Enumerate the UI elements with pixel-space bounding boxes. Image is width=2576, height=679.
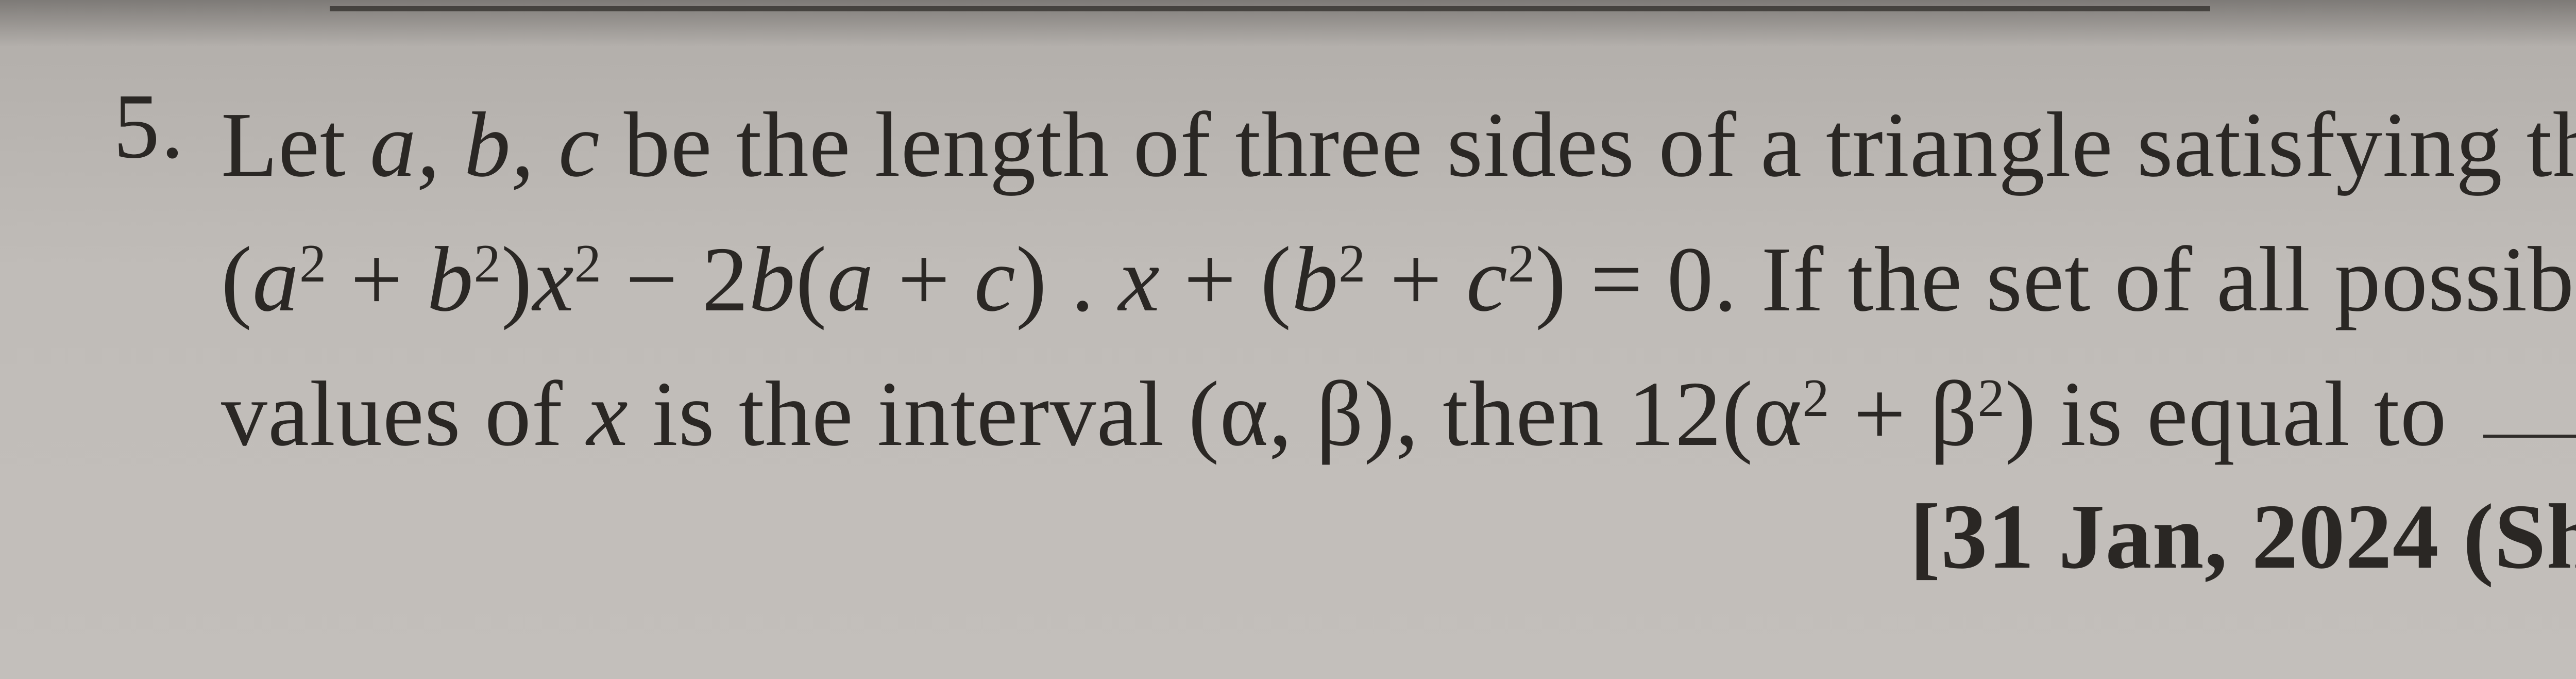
superscript: 2 — [1802, 368, 1829, 428]
question-line-1: Let a, b, c be the length of three sides… — [221, 77, 2576, 212]
var-a: a — [252, 228, 299, 330]
text: ( — [795, 228, 827, 330]
text: ) = 0. If the set of all possible — [1535, 228, 2576, 330]
question-body: Let a, b, c be the length of three sides… — [221, 77, 2576, 590]
scanned-page: 5. Let a, b, c be the length of three si… — [0, 0, 2576, 679]
text: ) is equal to — [2005, 362, 2471, 465]
superscript: 2 — [1978, 368, 2005, 428]
var-x: x — [1118, 228, 1160, 330]
text: Let — [221, 93, 370, 196]
text: − 2 — [602, 228, 749, 330]
text: values of — [221, 362, 587, 465]
text: ) . — [1016, 228, 1118, 330]
text: + — [327, 228, 427, 330]
superscript: 2 — [299, 234, 327, 293]
text: + ( — [1160, 228, 1292, 330]
text: + — [1366, 228, 1466, 330]
var-x: x — [533, 228, 574, 330]
text: + — [874, 228, 974, 330]
text: is the interval (α, β), then 12(α — [629, 362, 1803, 465]
superscript: 2 — [574, 234, 602, 293]
var-a: a — [827, 228, 874, 330]
text: be the length of three sides of a triang… — [600, 93, 2576, 196]
var-x: x — [587, 362, 629, 465]
question-line-2: (a2 + b2)x2 − 2b(a + c) . x + (b2 + c2) … — [221, 212, 2576, 346]
text: ) — [501, 228, 533, 330]
text: ( — [221, 228, 252, 330]
var-b: b — [1292, 228, 1338, 330]
superscript: 2 — [1338, 234, 1366, 293]
var-b: b — [749, 228, 795, 330]
answer-blank — [2483, 411, 2576, 438]
top-horizontal-rule — [330, 6, 2210, 11]
question-line-3: values of x is the interval (α, β), then… — [221, 346, 2576, 481]
superscript: 2 — [474, 234, 501, 293]
question-block: 5. Let a, b, c be the length of three si… — [113, 41, 2576, 590]
variables-abc: a, b, c — [370, 93, 600, 196]
superscript: 2 — [1508, 234, 1535, 293]
var-c: c — [974, 228, 1016, 330]
question-number: 5. — [113, 77, 221, 175]
exam-citation: [31 Jan, 2024 (Shift-II)] — [221, 481, 2576, 590]
var-b: b — [427, 228, 474, 330]
var-c: c — [1466, 228, 1508, 330]
text: + β — [1830, 362, 1978, 465]
